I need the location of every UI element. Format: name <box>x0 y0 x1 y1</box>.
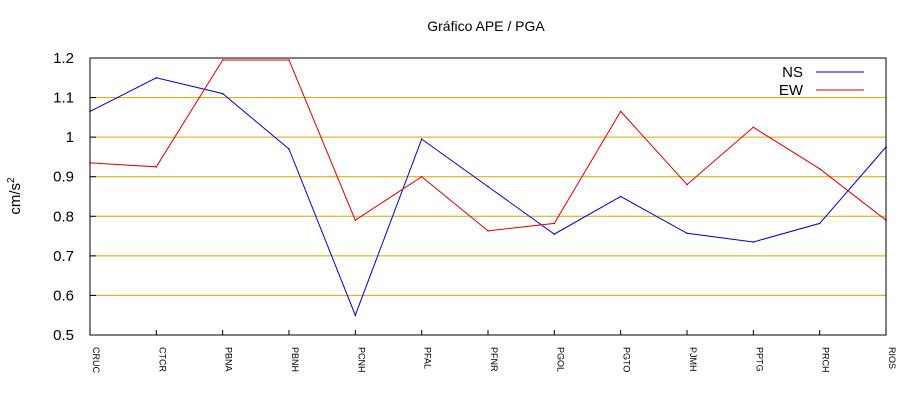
series-lines <box>89 59 887 317</box>
data-point-ns-4 <box>354 314 357 317</box>
y-axis-label-exponent: 2 <box>6 177 17 183</box>
data-point-ew-7 <box>553 222 556 225</box>
data-point-ns-1 <box>155 76 158 79</box>
data-point-ns-10 <box>752 241 755 243</box>
y-tick-label-2: 0.7 <box>53 248 74 265</box>
x-tick-label-2: PBNA <box>224 347 234 372</box>
data-point-ns-3 <box>288 148 290 150</box>
y-tick-labels: 0.5 0.6 0.7 0.8 0.9 1 1.1 1.2 <box>53 50 74 344</box>
x-tick-label-4: PCNH <box>356 347 366 373</box>
x-tick-label-6: PFNR <box>489 347 499 372</box>
gridlines <box>89 57 887 336</box>
series-line-ew <box>89 59 887 232</box>
data-point-ew-10 <box>752 126 755 129</box>
data-point-ew-11 <box>818 168 821 170</box>
data-point-ns-9 <box>686 232 688 235</box>
data-point-ew-6 <box>487 230 489 232</box>
data-point-ew-3 <box>288 59 290 61</box>
y-axis-label-unit: cm/s <box>7 183 24 215</box>
data-point-ns-6 <box>487 185 489 188</box>
data-point-ns-8 <box>619 195 622 198</box>
y-tick-label-3: 0.8 <box>53 208 74 225</box>
data-point-ew-8 <box>619 110 622 113</box>
x-tick-label-12: RIOS <box>887 347 897 369</box>
x-tick-label-3: PBNH <box>290 347 300 372</box>
y-tick-label-6: 1.1 <box>53 90 74 107</box>
series-line-ns <box>89 77 887 317</box>
x-tick-label-10: PPTG <box>754 347 764 372</box>
data-point-ew-9 <box>686 183 688 186</box>
x-tick-label-9: PJMH <box>688 347 698 372</box>
x-tick-label-5: PFAL <box>423 347 433 369</box>
chart-title: Gráfico APE / PGA <box>427 18 545 34</box>
x-tick-label-8: PGTO <box>622 347 632 372</box>
data-point-ew-5 <box>420 175 423 178</box>
data-point-ew-4 <box>354 219 357 222</box>
y-tick-label-0: 0.5 <box>53 327 74 344</box>
data-point-ns-5 <box>420 138 423 140</box>
data-point-ns-11 <box>818 222 821 225</box>
x-tick-label-0: CRUC <box>91 347 101 373</box>
legend-label-ns: NS <box>782 64 803 81</box>
y-tick-label-4: 0.9 <box>53 169 74 186</box>
legend-label-ew: EW <box>779 82 804 99</box>
y-tick-label-7: 1.2 <box>53 50 74 67</box>
y-tick-label-1: 0.6 <box>53 287 74 304</box>
x-tick-labels: CRUC CTCR PBNA PBNH PCNH PFAL PFNR PGOL PGTO PJMH… <box>91 347 897 373</box>
data-point-ew-1 <box>155 166 158 168</box>
data-point-ns-2 <box>221 92 224 95</box>
plot-frame <box>89 57 887 336</box>
x-tick-label-11: PRCH <box>821 347 831 373</box>
data-point-ns-7 <box>553 233 556 235</box>
y-axis-label: cm/s2 <box>6 177 24 215</box>
x-tick-label-1: CTCR <box>157 347 167 372</box>
x-tick-label-7: PGOL <box>555 347 565 372</box>
data-point-ew-2 <box>221 59 224 61</box>
y-tick-label-5: 1 <box>66 129 74 146</box>
